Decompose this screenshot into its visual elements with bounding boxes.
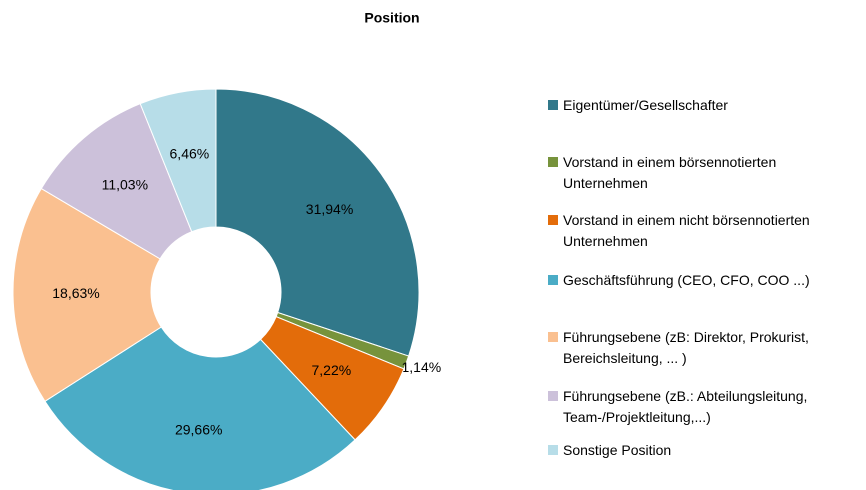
data-label: 18,63%: [52, 285, 99, 301]
chart-title: Position: [364, 10, 419, 26]
slice: [12, 187, 162, 402]
slice: [139, 88, 217, 233]
legend-swatch: [548, 215, 558, 225]
legend-swatch: [548, 332, 558, 342]
legend-label: Führungsebene (zB: Direktor, Prokurist, …: [563, 329, 809, 366]
legend-item: Vorstand in einem nicht börsennotierten …: [548, 210, 860, 252]
data-label: 29,66%: [175, 422, 222, 438]
legend-label: Geschäftsführung (CEO, CFO, COO ...): [563, 272, 810, 288]
data-label: 6,46%: [170, 145, 210, 161]
legend-item: Führungsebene (zB.: Abteilungsleitung, T…: [548, 386, 860, 428]
legend-label: Führungsebene (zB.: Abteilungsleitung, T…: [563, 388, 808, 425]
legend-swatch: [548, 445, 558, 455]
legend-swatch: [548, 275, 558, 285]
data-label: 31,94%: [306, 201, 353, 217]
legend-item: Sonstige Position: [548, 440, 860, 461]
data-label: 7,22%: [312, 362, 352, 378]
legend-item: Eigentümer/Gesellschafter: [548, 95, 860, 116]
legend-label: Vorstand in einem börsennotierten Untern…: [563, 154, 777, 191]
slice: [215, 88, 420, 357]
legend-label: Eigentümer/Gesellschafter: [563, 97, 728, 113]
legend-swatch: [548, 391, 558, 401]
legend-label: Sonstige Position: [563, 442, 672, 458]
legend-item: Geschäftsführung (CEO, CFO, COO ...): [548, 270, 860, 291]
legend-swatch: [548, 157, 558, 167]
legend-label: Vorstand in einem nicht börsennotierten …: [563, 212, 810, 249]
legend-swatch: [548, 100, 558, 110]
legend-item: Führungsebene (zB: Direktor, Prokurist, …: [548, 327, 860, 369]
data-label: 1,14%: [402, 359, 442, 375]
legend-item: Vorstand in einem börsennotierten Untern…: [548, 152, 860, 194]
slice: [44, 326, 356, 490]
slice: [40, 103, 193, 260]
data-label: 11,03%: [102, 176, 148, 192]
